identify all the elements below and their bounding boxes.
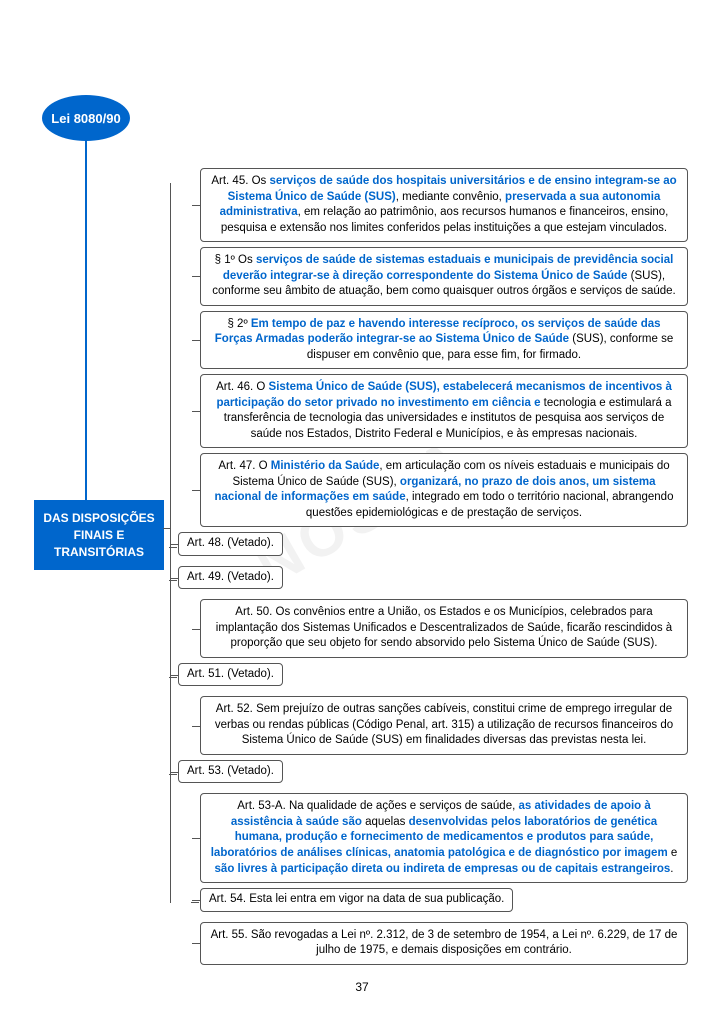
root-law-badge: Lei 8080/90: [42, 95, 130, 141]
articles-container: Art. 45. Os serviços de saúde dos hospit…: [178, 168, 688, 970]
page-number: 37: [355, 980, 368, 994]
articles-spine: [170, 183, 171, 903]
article-art50: Art. 50. Os convênios entre a União, os …: [200, 599, 688, 658]
article-art53: Art. 53. (Vetado).: [178, 760, 283, 784]
article-art45: Art. 45. Os serviços de saúde dos hospit…: [200, 168, 688, 242]
section-badge: DAS DISPOSIÇÕES FINAIS E TRANSITÓRIAS: [34, 500, 164, 570]
article-art52: Art. 52. Sem prejuízo de outras sanções …: [200, 696, 688, 755]
article-art45p2: § 2º Em tempo de paz e havendo interesse…: [200, 311, 688, 370]
article-art48: Art. 48. (Vetado).: [178, 532, 283, 556]
article-art45p1: § 1º Os serviços de saúde de sistemas es…: [200, 247, 688, 306]
article-art47: Art. 47. O Ministério da Saúde, em artic…: [200, 453, 688, 527]
trunk-line: [85, 140, 87, 525]
article-art51: Art. 51. (Vetado).: [178, 663, 283, 687]
article-art53a: Art. 53-A. Na qualidade de ações e servi…: [200, 793, 688, 883]
article-art54: Art. 54. Esta lei entra em vigor na data…: [200, 888, 513, 912]
article-art55: Art. 55. São revogadas a Lei nº. 2.312, …: [200, 922, 688, 965]
article-art49: Art. 49. (Vetado).: [178, 566, 283, 590]
article-art46: Art. 46. O Sistema Único de Saúde (SUS),…: [200, 374, 688, 448]
